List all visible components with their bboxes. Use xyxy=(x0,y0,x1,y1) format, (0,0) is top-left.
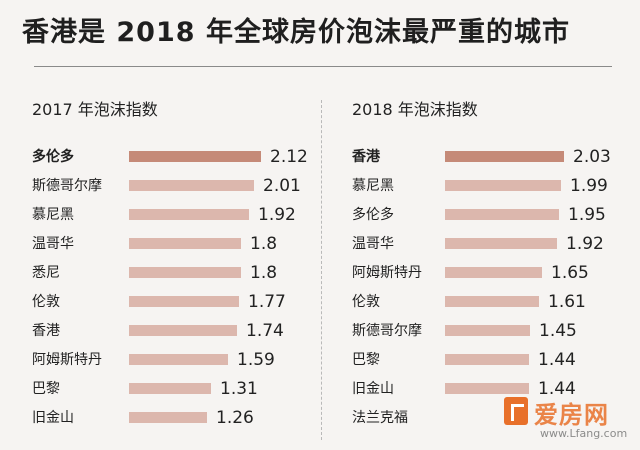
bar xyxy=(445,296,539,307)
watermark-url: www.Lfang.com xyxy=(540,427,628,440)
value-label: 1.59 xyxy=(237,350,275,370)
category-label: 香港 xyxy=(352,149,380,165)
bar xyxy=(129,296,239,307)
value-label: 2.12 xyxy=(270,147,308,167)
category-label: 香港 xyxy=(32,323,60,339)
category-label: 巴黎 xyxy=(352,352,380,368)
category-label: 旧金山 xyxy=(32,410,74,426)
bar xyxy=(129,267,241,278)
value-label: 2.03 xyxy=(573,147,611,167)
value-label: 1.8 xyxy=(250,234,278,254)
category-label: 斯德哥尔摩 xyxy=(32,178,102,194)
value-label: 2.01 xyxy=(263,176,301,196)
bar xyxy=(445,325,530,336)
category-label: 慕尼黑 xyxy=(352,178,394,194)
category-label: 伦敦 xyxy=(32,294,60,310)
bar xyxy=(129,238,241,249)
category-label: 伦敦 xyxy=(352,294,380,310)
title-rule xyxy=(34,66,612,67)
watermark-brand: 爱房网 xyxy=(534,401,609,429)
category-label: 巴黎 xyxy=(32,381,60,397)
value-label: 1.99 xyxy=(570,176,608,196)
bar xyxy=(129,383,211,394)
value-label: 1.26 xyxy=(216,408,254,428)
value-label: 1.95 xyxy=(568,205,606,225)
value-label: 1.61 xyxy=(548,292,586,312)
brand-logo-icon xyxy=(504,397,528,425)
panel-title-2018: 2018 年泡沫指数 xyxy=(352,100,478,119)
bar xyxy=(445,354,529,365)
value-label: 1.31 xyxy=(220,379,258,399)
bar xyxy=(129,209,249,220)
category-label: 多伦多 xyxy=(352,207,394,223)
bar xyxy=(129,354,228,365)
bar xyxy=(445,209,559,220)
bar xyxy=(129,180,254,191)
category-label: 斯德哥尔摩 xyxy=(352,323,422,339)
bar xyxy=(445,151,564,162)
panel-divider xyxy=(321,100,322,440)
value-label: 1.65 xyxy=(551,263,589,283)
category-label: 阿姆斯特丹 xyxy=(352,265,422,281)
value-label: 1.44 xyxy=(538,350,576,370)
panel-title-2017: 2017 年泡沫指数 xyxy=(32,100,158,119)
category-label: 旧金山 xyxy=(352,381,394,397)
category-label: 温哥华 xyxy=(352,236,394,252)
category-label: 慕尼黑 xyxy=(32,207,74,223)
value-label: 1.92 xyxy=(258,205,296,225)
bar xyxy=(445,180,561,191)
watermark: 爱房网 www.Lfang.com xyxy=(500,393,638,447)
value-label: 1.44 xyxy=(538,379,576,399)
value-label: 1.45 xyxy=(539,321,577,341)
bar xyxy=(129,412,207,423)
bar xyxy=(445,267,542,278)
category-label: 悉尼 xyxy=(32,265,60,281)
value-label: 1.92 xyxy=(566,234,604,254)
bar xyxy=(129,151,261,162)
bar xyxy=(445,383,529,394)
bar xyxy=(129,325,237,336)
bar xyxy=(445,238,557,249)
value-label: 1.74 xyxy=(246,321,284,341)
category-label: 温哥华 xyxy=(32,236,74,252)
category-label: 多伦多 xyxy=(32,149,74,165)
value-label: 1.8 xyxy=(250,263,278,283)
category-label: 法兰克福 xyxy=(352,410,408,426)
value-label: 1.77 xyxy=(248,292,286,312)
page-title: 香港是 2018 年全球房价泡沫最严重的城市 xyxy=(22,17,570,48)
category-label: 阿姆斯特丹 xyxy=(32,352,102,368)
